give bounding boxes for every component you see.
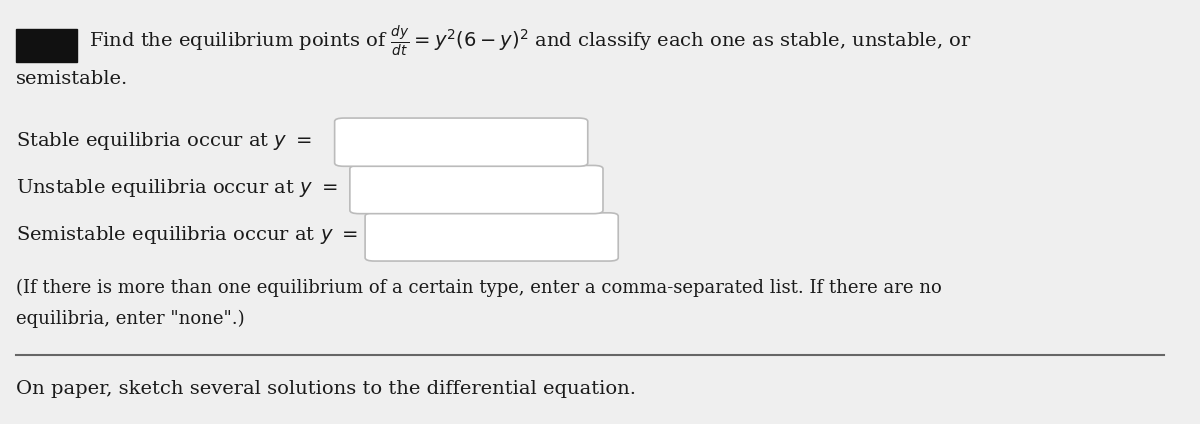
Text: Stable equilibria occur at $y\ =$: Stable equilibria occur at $y\ =$: [16, 129, 312, 151]
FancyBboxPatch shape: [335, 118, 588, 166]
Text: On paper, sketch several solutions to the differential equation.: On paper, sketch several solutions to th…: [16, 379, 636, 398]
Text: (If there is more than one equilibrium of a certain type, enter a comma-separate: (If there is more than one equilibrium o…: [16, 279, 942, 297]
FancyBboxPatch shape: [16, 29, 77, 62]
FancyBboxPatch shape: [365, 213, 618, 261]
Text: Unstable equilibria occur at $y\ =$: Unstable equilibria occur at $y\ =$: [16, 177, 337, 199]
Text: equilibria, enter "none".): equilibria, enter "none".): [16, 310, 245, 328]
FancyBboxPatch shape: [350, 165, 602, 214]
Text: Semistable equilibria occur at $y\ =$: Semistable equilibria occur at $y\ =$: [16, 224, 358, 246]
Text: semistable.: semistable.: [16, 70, 128, 88]
Text: Find the equilibrium points of $\frac{dy}{dt} = y^2(6 - y)^2$ and classify each : Find the equilibrium points of $\frac{dy…: [89, 23, 971, 58]
